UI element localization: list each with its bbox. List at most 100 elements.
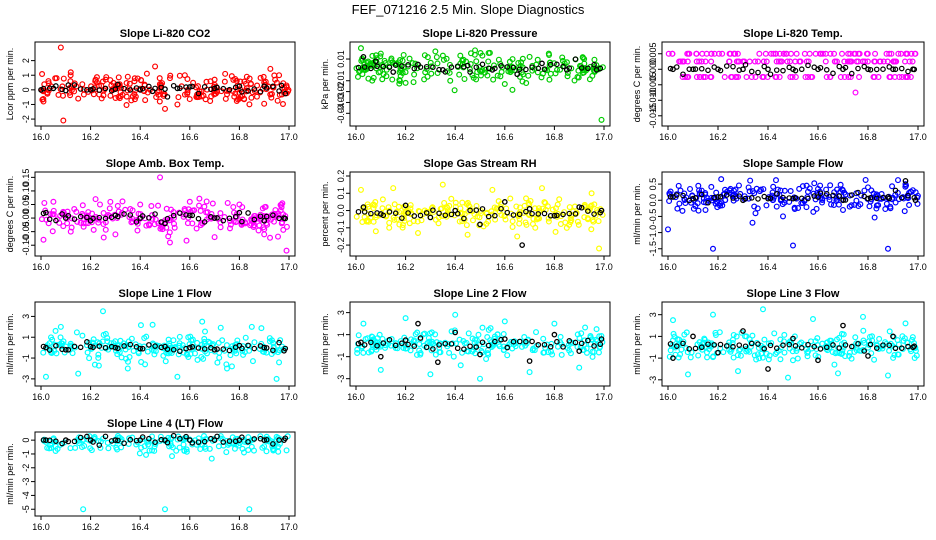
data-point-black bbox=[798, 345, 805, 351]
data-point-colored bbox=[211, 234, 218, 241]
cloud-point bbox=[452, 199, 459, 206]
data-point-black bbox=[386, 64, 393, 71]
data-point-black bbox=[898, 194, 905, 201]
cloud-point bbox=[198, 345, 205, 352]
cloud-point bbox=[183, 350, 190, 357]
cloud-point bbox=[858, 192, 865, 199]
data-point-black bbox=[90, 344, 96, 351]
cloud-point bbox=[876, 335, 883, 342]
cloud-point bbox=[675, 354, 682, 361]
cloud-point bbox=[687, 354, 694, 361]
data-point-colored bbox=[224, 365, 231, 372]
cloud-point bbox=[766, 352, 773, 359]
x-tick-label: 16.6 bbox=[181, 522, 199, 532]
cloud-point bbox=[772, 74, 779, 81]
cloud-point bbox=[529, 347, 536, 354]
cloud-point bbox=[793, 50, 800, 57]
data-point-black bbox=[730, 63, 736, 70]
cloud-point bbox=[461, 75, 468, 82]
cloud-point bbox=[67, 72, 74, 79]
data-point-black bbox=[736, 342, 743, 348]
cloud-point bbox=[781, 331, 788, 338]
cloud-point bbox=[175, 94, 182, 101]
data-point-colored bbox=[526, 53, 533, 60]
cloud-point bbox=[582, 324, 589, 331]
data-point-black bbox=[578, 340, 585, 347]
data-point-black bbox=[137, 345, 144, 352]
data-point-black bbox=[880, 342, 886, 348]
y-tick-label: 3 bbox=[21, 314, 31, 319]
cloud-point bbox=[512, 343, 519, 350]
cloud-point bbox=[117, 93, 124, 100]
y-tick-label: -0.05 bbox=[21, 221, 31, 242]
data-point-black bbox=[201, 219, 208, 225]
data-point-black bbox=[867, 66, 874, 73]
y-tick-label: -0.01 bbox=[336, 70, 346, 91]
cloud-point bbox=[393, 216, 400, 223]
y-tick-label: -3 bbox=[336, 375, 346, 383]
data-point-black bbox=[226, 215, 233, 222]
cloud-point bbox=[186, 96, 193, 103]
data-point-black bbox=[281, 215, 287, 221]
x-tick-label: 16.0 bbox=[659, 392, 677, 402]
cloud-point bbox=[227, 221, 234, 228]
cloud-point bbox=[541, 349, 548, 356]
data-point-black bbox=[220, 346, 227, 352]
cloud-point bbox=[40, 96, 47, 103]
cloud-point bbox=[162, 358, 169, 365]
data-point-black bbox=[43, 344, 49, 351]
cloud-point bbox=[696, 58, 703, 65]
cloud-point bbox=[736, 347, 743, 354]
data-point-colored bbox=[45, 78, 52, 85]
cloud-point bbox=[391, 201, 398, 208]
cloud-point bbox=[368, 333, 375, 340]
cloud-point bbox=[152, 216, 159, 223]
cloud-point bbox=[873, 202, 880, 209]
cloud-point bbox=[529, 67, 536, 74]
cloud-point bbox=[871, 58, 878, 65]
data-point-black bbox=[358, 339, 364, 346]
data-point-black bbox=[572, 211, 579, 217]
data-point-black bbox=[890, 333, 896, 340]
cloud-point bbox=[252, 212, 259, 219]
cloud-point bbox=[813, 205, 820, 212]
cloud-point bbox=[826, 196, 833, 203]
cloud-point bbox=[794, 355, 801, 362]
x-tick-label: 17.0 bbox=[909, 262, 927, 272]
cloud-point bbox=[427, 59, 434, 66]
data-point-black bbox=[270, 212, 276, 218]
data-point-colored bbox=[57, 323, 64, 330]
cloud-point bbox=[745, 195, 752, 202]
y-tick-label: 0.15 bbox=[21, 169, 31, 187]
panel-5: Slope Gas Stream RH 16.0 16.2 16.4 16.6 16.8 1… bbox=[320, 158, 613, 272]
data-point-black bbox=[402, 337, 409, 343]
cloud-point bbox=[831, 50, 838, 57]
x-tick-label: 16.0 bbox=[347, 132, 365, 142]
x-tick-label: 16.4 bbox=[131, 522, 149, 532]
data-point-black bbox=[201, 346, 208, 352]
data-point-black bbox=[670, 66, 676, 73]
data-point-black bbox=[170, 212, 177, 219]
cloud-point bbox=[399, 57, 406, 64]
colored-point-cloud bbox=[354, 324, 606, 369]
cloud-point bbox=[911, 50, 918, 57]
data-point-black bbox=[836, 345, 843, 351]
y-axis-label: ml/min per min. bbox=[320, 313, 330, 375]
cloud-point bbox=[260, 73, 267, 80]
cloud-point bbox=[416, 347, 423, 354]
panel-title: Slope Li-820 Pressure bbox=[423, 28, 538, 40]
y-axis-label: kPa per min. bbox=[320, 59, 330, 110]
data-point-black bbox=[164, 215, 171, 222]
cloud-point bbox=[504, 352, 511, 359]
data-point-black bbox=[898, 345, 905, 352]
data-point-black bbox=[598, 207, 605, 214]
data-point-black bbox=[115, 437, 121, 444]
cloud-point bbox=[278, 201, 285, 208]
data-point-black bbox=[355, 208, 362, 215]
cloud-point bbox=[871, 356, 878, 363]
cloud-point bbox=[492, 216, 499, 223]
data-point-black bbox=[910, 66, 916, 73]
x-tick-label: 16.6 bbox=[496, 132, 514, 142]
data-point-black bbox=[112, 86, 119, 92]
cloud-point bbox=[189, 220, 196, 227]
